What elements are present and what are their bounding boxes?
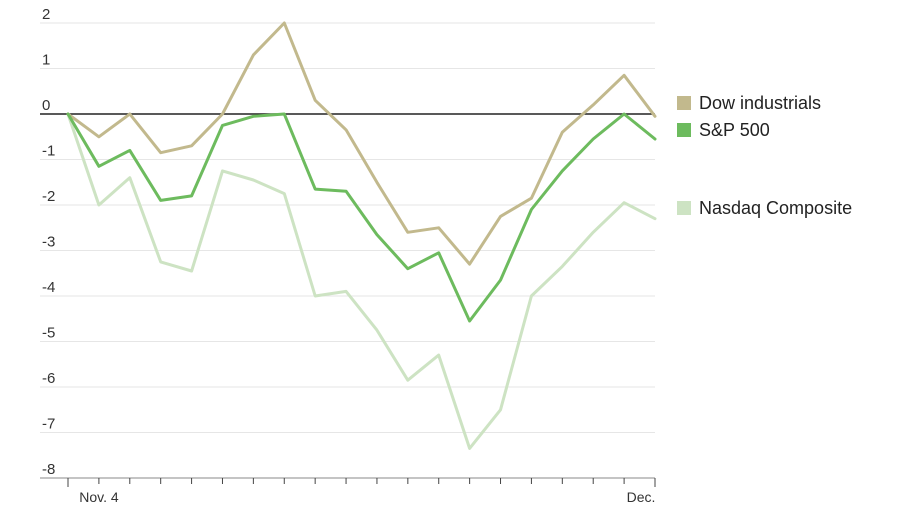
legend: Dow industrials S&P 500 Nasdaq Composite [677, 93, 852, 218]
y-tick-label: -1 [42, 143, 55, 160]
gridlines [40, 22, 655, 433]
legend-swatch-nasdaq-composite [677, 201, 691, 215]
y-tick-label: -6 [42, 370, 55, 387]
series-line-dow-industrials [66, 21, 657, 266]
legend-label-s-p-500: S&P 500 [699, 120, 770, 140]
x-axis-ticks [67, 478, 656, 487]
series-line-s-p-500 [66, 112, 657, 323]
y-tick-label: -7 [42, 416, 55, 433]
legend-swatch-s-p-500 [677, 123, 691, 137]
x-tick-label-end: Dec. [627, 489, 656, 505]
y-tick-label: 2 [42, 6, 50, 23]
y-tick-label: -2 [42, 188, 55, 205]
legend-swatch-dow-industrials [677, 96, 691, 110]
legend-label-nasdaq-composite: Nasdaq Composite [699, 198, 852, 218]
y-tick-label: -3 [42, 234, 55, 251]
series-lines [66, 21, 657, 450]
y-tick-label: 1 [42, 52, 50, 69]
legend-label-dow-industrials: Dow industrials [699, 93, 821, 113]
y-tick-label: -4 [42, 279, 55, 296]
y-tick-label: -5 [42, 325, 55, 342]
series-line-nasdaq-composite [66, 112, 657, 450]
y-tick-label: -8 [42, 461, 55, 478]
x-tick-label-start: Nov. 4 [79, 489, 119, 505]
y-axis-tick-labels: 2 1 0 -1 -2 -3 -4 -5 -6 -7 -8 [42, 6, 55, 478]
y-tick-label: 0 [42, 97, 50, 114]
